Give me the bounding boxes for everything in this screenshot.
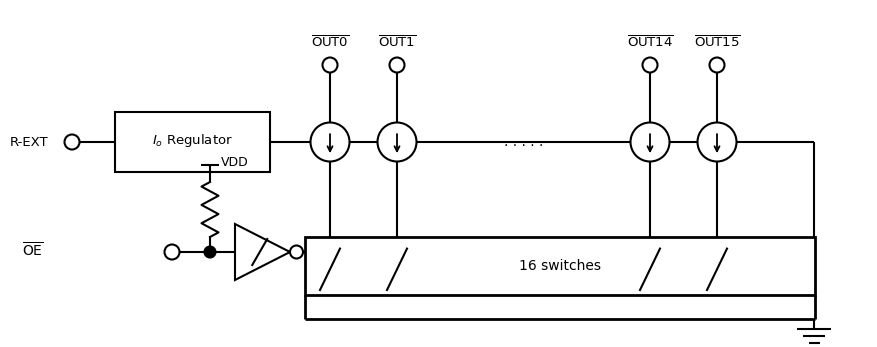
Circle shape: [204, 246, 215, 257]
Text: R-EXT: R-EXT: [10, 135, 48, 149]
Text: $\overline{\mathregular{OUT1}}$: $\overline{\mathregular{OUT1}}$: [377, 35, 416, 51]
Text: 16 switches: 16 switches: [518, 259, 601, 273]
Circle shape: [696, 122, 736, 161]
Circle shape: [310, 122, 349, 161]
Text: $\overline{\mathregular{OUT14}}$: $\overline{\mathregular{OUT14}}$: [626, 35, 673, 51]
Text: $\overline{\mathregular{OE}}$: $\overline{\mathregular{OE}}$: [22, 241, 44, 259]
Bar: [304, 237, 814, 295]
Text: $\overline{\mathregular{OUT15}}$: $\overline{\mathregular{OUT15}}$: [693, 35, 739, 51]
Text: . . . . .: . . . . .: [503, 135, 543, 149]
Circle shape: [377, 122, 416, 161]
Bar: [115, 112, 270, 172]
Text: $\overline{\mathregular{OUT0}}$: $\overline{\mathregular{OUT0}}$: [310, 35, 349, 51]
Polygon shape: [235, 224, 289, 280]
Circle shape: [630, 122, 669, 161]
Text: $I_o$ Regulator: $I_o$ Regulator: [152, 132, 232, 149]
Text: VDD: VDD: [221, 156, 248, 169]
